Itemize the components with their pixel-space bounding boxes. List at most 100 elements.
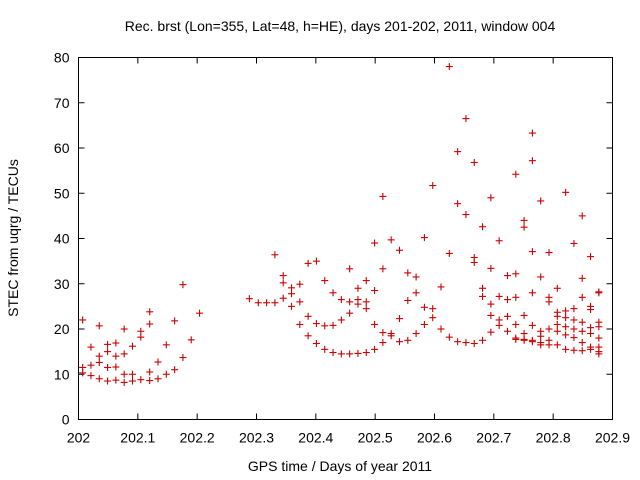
data-point	[337, 316, 345, 324]
data-point	[128, 342, 136, 350]
data-point	[162, 341, 170, 349]
data-point	[304, 312, 312, 320]
data-point	[112, 352, 120, 360]
y-tick-label: 70	[54, 95, 70, 111]
data-point	[512, 335, 520, 343]
data-point	[346, 309, 354, 317]
data-point	[512, 170, 520, 178]
data-point	[562, 314, 570, 322]
data-point	[587, 330, 595, 338]
data-point	[503, 272, 511, 280]
data-point	[354, 284, 362, 292]
data-point	[495, 237, 503, 245]
data-point	[520, 330, 528, 338]
data-point	[321, 345, 329, 353]
data-point	[95, 322, 103, 330]
data-point	[445, 63, 453, 71]
data-point	[104, 348, 112, 356]
data-point	[279, 272, 287, 280]
data-point	[570, 346, 578, 354]
data-point	[312, 320, 320, 328]
y-axis-label: STEC from uqrg / TECUs	[5, 159, 21, 317]
data-point	[112, 363, 120, 371]
data-point	[570, 305, 578, 313]
data-point	[412, 330, 420, 338]
data-point	[470, 158, 478, 166]
data-point	[587, 324, 595, 332]
y-tick-label: 10	[54, 366, 70, 382]
data-point	[445, 333, 453, 341]
data-point	[512, 293, 520, 301]
data-point	[578, 327, 586, 335]
data-point	[120, 370, 128, 378]
data-point	[337, 350, 345, 358]
data-point	[562, 307, 570, 315]
data-point	[487, 328, 495, 336]
data-point	[404, 336, 412, 344]
data-point	[104, 363, 112, 371]
data-point	[578, 274, 586, 282]
data-point	[479, 336, 487, 344]
data-point	[587, 345, 595, 353]
y-tick-label: 40	[54, 231, 70, 247]
y-tick-label: 30	[54, 276, 70, 292]
data-point	[112, 376, 120, 384]
data-point	[587, 253, 595, 261]
data-point	[595, 289, 603, 297]
data-point	[395, 338, 403, 346]
data-point	[128, 377, 136, 385]
data-point	[346, 298, 354, 306]
data-point	[562, 331, 570, 339]
x-tick-label: 202.1	[120, 430, 155, 446]
data-point	[387, 330, 395, 338]
data-point	[120, 378, 128, 386]
data-point	[412, 289, 420, 297]
data-point	[528, 129, 536, 137]
data-point	[479, 284, 487, 292]
data-point	[562, 188, 570, 196]
data-point	[187, 336, 195, 344]
data-point	[420, 234, 428, 242]
x-tick-label: 202.5	[358, 430, 393, 446]
data-point	[420, 320, 428, 328]
data-point	[79, 316, 87, 324]
data-point	[87, 372, 95, 380]
data-point	[79, 363, 87, 371]
data-point	[120, 325, 128, 333]
data-point	[454, 338, 462, 346]
data-point	[346, 265, 354, 273]
data-point	[479, 223, 487, 231]
data-point	[520, 336, 528, 344]
data-point	[520, 216, 528, 224]
data-point	[578, 212, 586, 220]
data-point	[371, 345, 379, 353]
data-point	[120, 350, 128, 358]
data-point	[146, 308, 154, 316]
data-point	[263, 299, 271, 307]
data-point	[337, 296, 345, 304]
data-point	[445, 249, 453, 257]
data-point	[154, 358, 162, 366]
x-tick-label: 202.4	[298, 430, 333, 446]
data-point	[545, 249, 553, 257]
data-point	[487, 311, 495, 319]
data-point	[487, 300, 495, 308]
x-tick-label: 202.8	[536, 430, 571, 446]
data-point	[162, 370, 170, 378]
data-point	[570, 316, 578, 324]
data-point	[321, 277, 329, 285]
data-point	[104, 377, 112, 385]
data-points	[79, 63, 603, 386]
data-point	[487, 264, 495, 272]
data-point	[371, 320, 379, 328]
data-point	[462, 115, 470, 123]
data-point	[512, 270, 520, 278]
data-point	[379, 339, 387, 347]
data-point	[95, 375, 103, 383]
data-point	[437, 283, 445, 291]
data-point	[595, 334, 603, 342]
y-tick-label: 0	[62, 412, 70, 428]
data-point	[520, 223, 528, 231]
data-point	[528, 321, 536, 329]
data-point	[553, 284, 561, 292]
